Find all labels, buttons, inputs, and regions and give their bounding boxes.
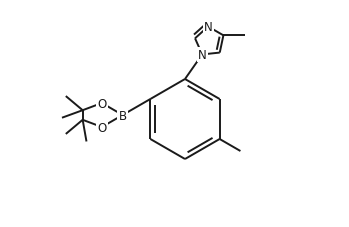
Text: B: B bbox=[119, 109, 127, 122]
Text: N: N bbox=[204, 21, 213, 34]
Text: O: O bbox=[97, 121, 106, 134]
Text: N: N bbox=[198, 49, 207, 62]
Text: O: O bbox=[97, 97, 106, 110]
